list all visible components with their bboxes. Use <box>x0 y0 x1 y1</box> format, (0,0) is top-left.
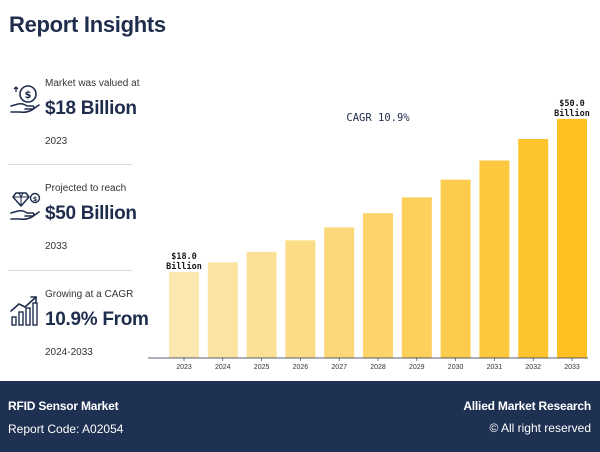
page-title: Report Insights <box>9 12 166 37</box>
stat-year: 2024-2033 <box>45 347 93 358</box>
x-tick-label: 2032 <box>525 364 541 371</box>
bar-2031 <box>479 160 510 358</box>
bar-2028 <box>363 213 393 358</box>
bar-data-label: Billion <box>166 261 202 272</box>
growth-chart-icon <box>10 296 38 326</box>
stat-year: 2033 <box>45 241 68 252</box>
stat-value: 10.9% From <box>45 309 149 330</box>
stat-label: Projected to reach <box>45 183 127 194</box>
x-tick-label: 2023 <box>176 364 192 371</box>
svg-text:$: $ <box>33 195 38 203</box>
chart-canvas: CAGR 10.9% 2023 2024 2025 2026 2027 2028 2029 2… <box>148 99 590 371</box>
stat-market-value: $ Market was valued at $18 Billion 2023 <box>8 62 140 162</box>
bars <box>169 118 587 358</box>
bar-2033 <box>557 118 587 358</box>
bar-2029 <box>401 197 432 358</box>
stat-value: $50 Billion <box>45 203 137 224</box>
bar-2024 <box>207 262 238 358</box>
bar-data-label: $18.0 <box>171 252 197 262</box>
bar-2025 <box>246 251 277 358</box>
stat-label: Market was valued at <box>45 78 140 89</box>
report-code: Report Code: A02054 <box>8 422 124 436</box>
divider <box>8 164 132 165</box>
x-tick-label: 2033 <box>564 364 580 371</box>
bar-2032 <box>518 138 549 358</box>
money-hand-icon: $ <box>10 85 40 114</box>
bar-chart: CAGR 10.9% 2023 2024 2025 2026 2027 2028 2029 2… <box>148 95 600 380</box>
copyright-notice: © All right reserved <box>489 421 591 435</box>
x-axis-ticks: 2023 2024 2025 2026 2027 2028 2029 2030 2031 2032… <box>176 358 580 371</box>
x-tick-label: 2027 <box>331 364 347 371</box>
x-tick-label: 2025 <box>254 364 270 371</box>
bar-data-label: $50.0 <box>559 99 585 109</box>
x-tick-label: 2028 <box>370 364 386 371</box>
footer: RFID Sensor Market Report Code: A02054 A… <box>0 381 600 452</box>
publisher-name: Allied Market Research <box>463 399 591 413</box>
x-tick-label: 2029 <box>409 364 425 371</box>
x-tick-label: 2031 <box>487 364 503 371</box>
stat-label: Growing at a CAGR <box>45 289 134 300</box>
market-name: RFID Sensor Market <box>8 399 119 413</box>
stat-cagr: Growing at a CAGR 10.9% From 2024-2033 <box>8 273 149 373</box>
bar-2027 <box>324 227 355 358</box>
cagr-annotation: CAGR 10.9% <box>346 112 410 124</box>
bar-data-label: Billion <box>554 108 590 119</box>
bar-2026 <box>285 240 316 358</box>
svg-text:$: $ <box>25 90 32 101</box>
stat-projected-value: $ Projected to reach $50 Billion 2033 <box>8 167 137 267</box>
x-tick-label: 2026 <box>293 364 309 371</box>
stat-value: $18 Billion <box>45 98 137 119</box>
x-tick-label: 2024 <box>215 364 231 371</box>
diamond-hand-icon: $ <box>10 192 41 221</box>
divider <box>8 270 132 271</box>
stat-year: 2023 <box>45 136 68 147</box>
bar-2030 <box>440 179 471 358</box>
bar-2023 <box>169 271 199 358</box>
x-tick-label: 2030 <box>448 364 464 371</box>
